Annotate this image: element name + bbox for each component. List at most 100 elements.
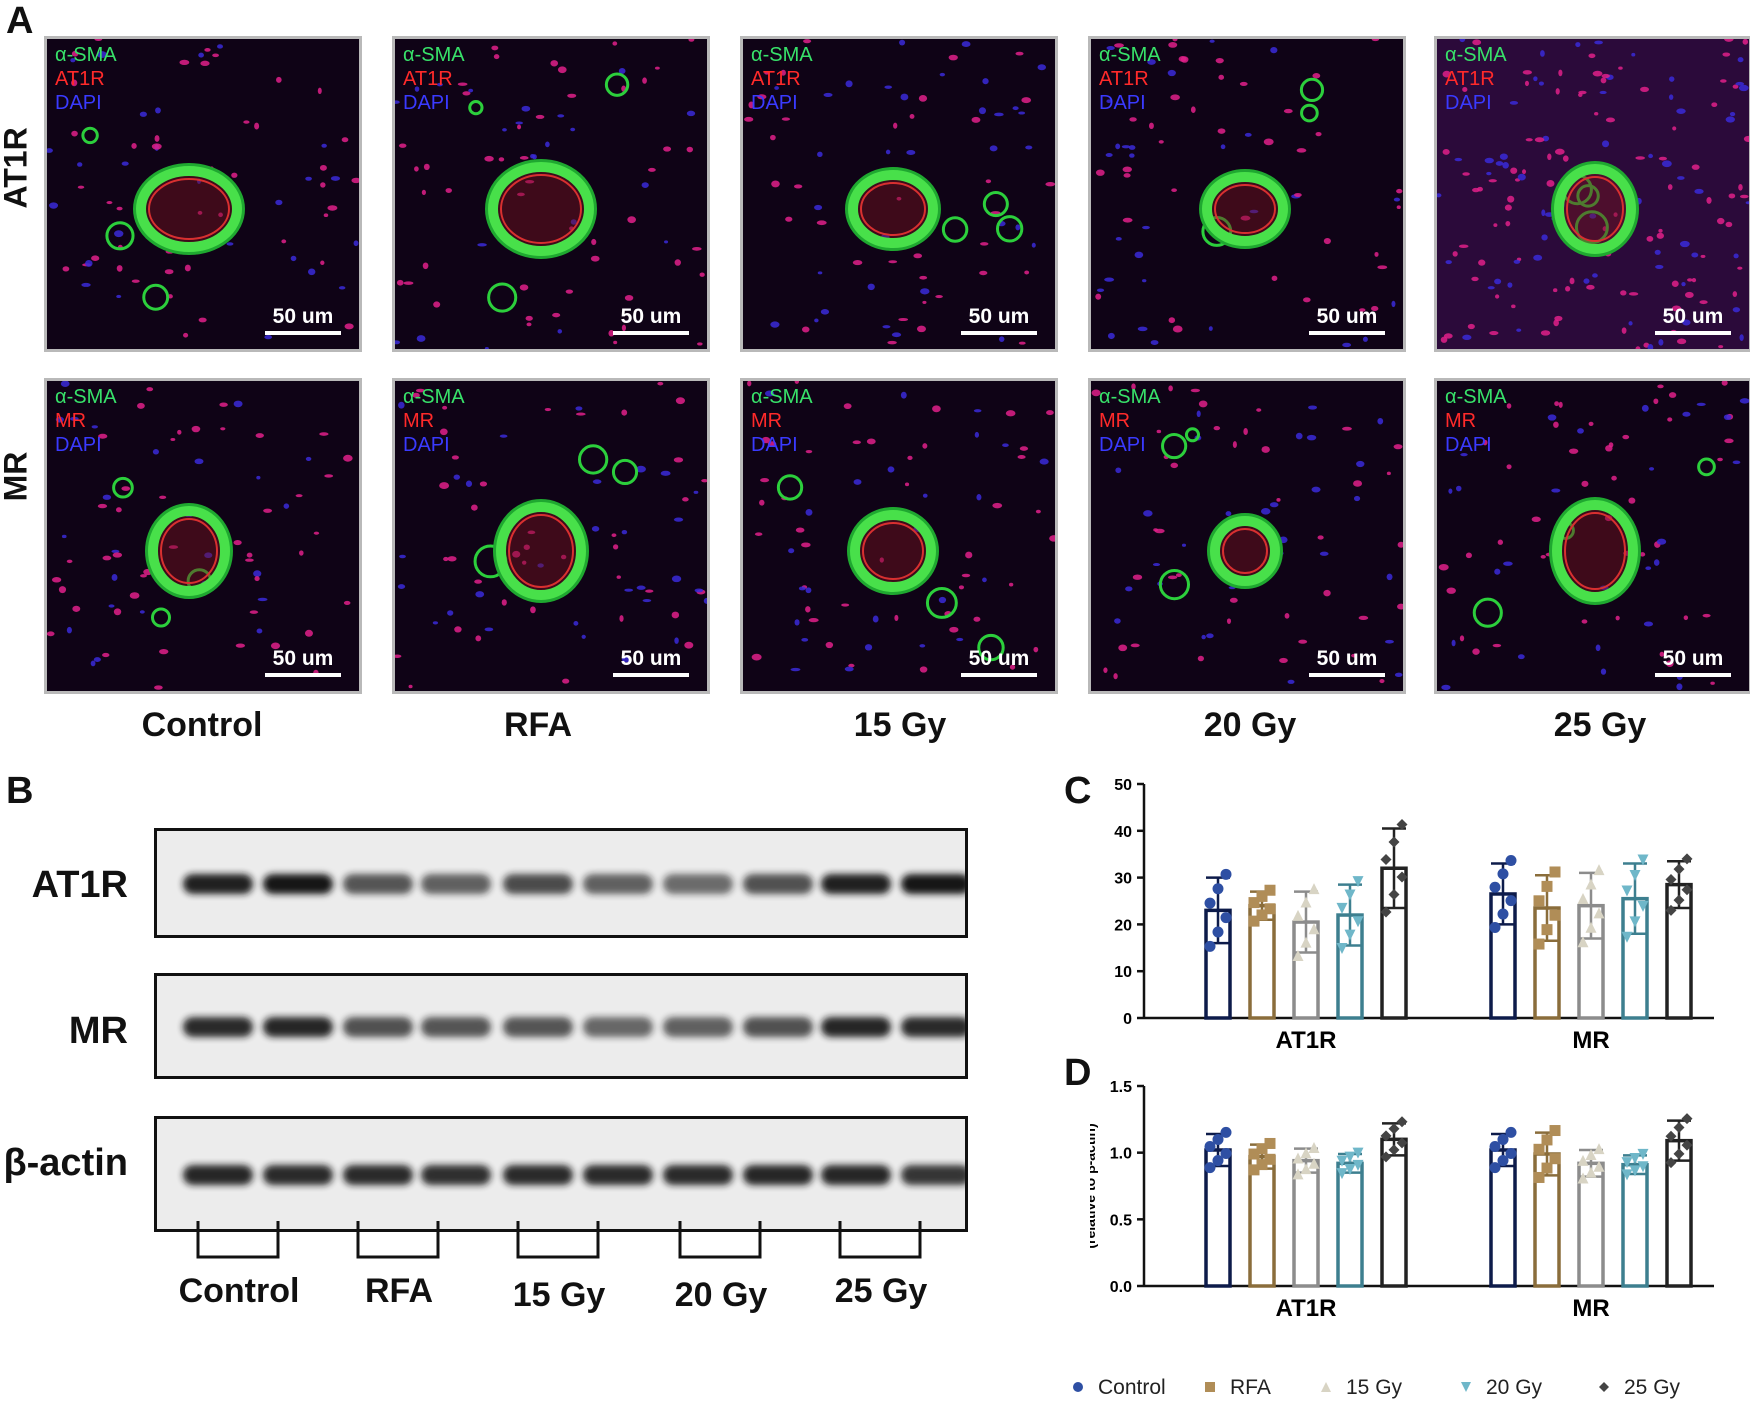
data-point — [1665, 1157, 1677, 1169]
data-point — [1256, 909, 1268, 921]
data-point — [1533, 1143, 1545, 1155]
lane-label-rfa: RFA — [365, 1272, 433, 1310]
data-point — [1388, 836, 1400, 848]
data-point — [1637, 900, 1649, 912]
blot-band — [901, 874, 965, 894]
blot-band — [183, 1017, 253, 1037]
blot-band — [263, 1165, 333, 1185]
western-blot-beta-actin — [154, 1116, 968, 1232]
stain-label-green: α-SMA — [751, 44, 813, 66]
data-point — [1629, 1153, 1641, 1165]
data-point — [1637, 1161, 1649, 1173]
stain-label-red: AT1R — [1445, 68, 1495, 90]
data-point — [1593, 907, 1605, 919]
data-point — [1204, 940, 1216, 952]
data-point — [1336, 943, 1348, 955]
micrograph: α-SMA AT1R DAPI 50 um — [392, 36, 710, 352]
data-point — [1541, 1162, 1553, 1174]
data-point — [1308, 923, 1320, 935]
category-label: AT1R — [1276, 1295, 1337, 1322]
data-point — [1248, 897, 1260, 909]
blot-label-beta-actin: β-actin — [3, 1142, 128, 1184]
data-point — [1681, 884, 1693, 896]
blot-band — [421, 1017, 491, 1037]
blot-band — [743, 874, 813, 894]
blot-band — [583, 874, 653, 894]
group-label-25gy: 25 Gy — [1553, 706, 1647, 744]
data-point — [1497, 1133, 1509, 1145]
data-point — [1352, 916, 1364, 928]
data-point — [1352, 1147, 1364, 1159]
stain-label-blue: DAPI — [403, 92, 450, 114]
data-point — [1220, 1148, 1232, 1160]
data-point — [1585, 878, 1597, 890]
stain-label-blue: DAPI — [1445, 92, 1492, 114]
data-point — [1256, 890, 1268, 902]
data-point — [1204, 1140, 1216, 1152]
blot-band — [421, 874, 491, 894]
data-point — [1533, 1171, 1545, 1183]
data-point — [1212, 1155, 1224, 1167]
blot-band — [821, 1017, 891, 1037]
blot-band — [343, 1165, 413, 1185]
scale-bar: 50 um — [613, 305, 689, 335]
stain-label-red: AT1R — [55, 68, 105, 90]
stain-label-red: MR — [1445, 410, 1477, 432]
data-point — [1388, 1123, 1400, 1135]
micrograph: α-SMA MR DAPI 50 um — [44, 378, 362, 694]
data-point — [1352, 1159, 1364, 1171]
stain-label-green: α-SMA — [751, 386, 813, 408]
blot-band — [663, 874, 733, 894]
legend-marker — [1321, 1382, 1331, 1392]
blot-band — [503, 874, 573, 894]
data-point — [1336, 1168, 1348, 1180]
lane-label-15gy: 15 Gy — [512, 1276, 606, 1314]
data-point — [1248, 1148, 1260, 1160]
data-point — [1637, 854, 1649, 866]
scale-bar: 50 um — [961, 305, 1037, 335]
data-point — [1629, 869, 1641, 881]
data-point — [1388, 1144, 1400, 1156]
data-point — [1505, 895, 1517, 907]
bar-15gy — [1577, 1161, 1605, 1288]
group-label-15gy: 15 Gy — [853, 706, 947, 744]
stain-label-blue: DAPI — [55, 434, 102, 456]
data-point — [1248, 1164, 1260, 1176]
data-point — [1673, 1121, 1685, 1133]
data-point — [1577, 1154, 1589, 1166]
stain-label-blue: DAPI — [55, 92, 102, 114]
data-point — [1204, 897, 1216, 909]
data-point — [1681, 853, 1693, 865]
micrograph: α-SMA MR DAPI 50 um — [1088, 378, 1406, 694]
legend-marker — [1461, 1382, 1471, 1392]
data-point — [1665, 1130, 1677, 1142]
data-point — [1629, 916, 1641, 928]
data-point — [1621, 1169, 1633, 1181]
data-point — [1264, 1137, 1276, 1149]
bar-control — [1204, 1148, 1232, 1288]
data-point — [1621, 931, 1633, 943]
micrograph: α-SMA MR DAPI 50 um — [1434, 378, 1750, 694]
data-point — [1344, 889, 1356, 901]
stain-label-blue: DAPI — [1445, 434, 1492, 456]
data-point — [1300, 1163, 1312, 1175]
data-point — [1549, 1125, 1561, 1137]
blot-band — [343, 874, 413, 894]
data-point — [1344, 1151, 1356, 1163]
data-point — [1533, 938, 1545, 950]
data-point — [1489, 1162, 1501, 1174]
western-blot-at1r — [154, 828, 968, 938]
data-point — [1621, 1157, 1633, 1169]
group-label-rfa: RFA — [504, 706, 572, 744]
data-point — [1665, 904, 1677, 916]
bar-25gy — [1380, 1137, 1408, 1288]
data-point — [1292, 909, 1304, 921]
data-point — [1380, 906, 1392, 918]
chart-d-protein: 0.0 0.5 1.0 1.5 Protein Expression(relative … — [1090, 1079, 1714, 1322]
data-point — [1264, 1153, 1276, 1165]
micrograph: α-SMA AT1R DAPI 50 um — [740, 36, 1058, 352]
data-point — [1336, 902, 1348, 914]
data-point — [1380, 1130, 1392, 1142]
data-point — [1585, 1149, 1597, 1161]
bar-rfa — [1248, 1154, 1276, 1288]
